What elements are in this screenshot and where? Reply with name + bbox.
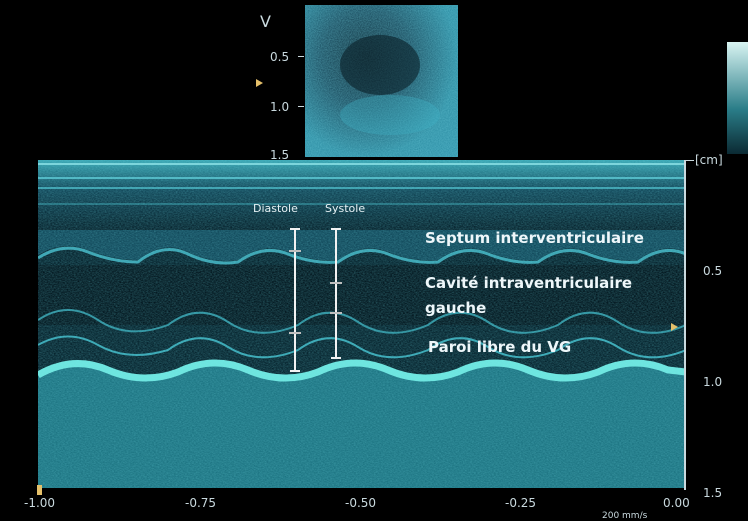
- depth-tick-1-0: 1.0: [703, 375, 723, 389]
- preview-tick-lines: [298, 56, 304, 57]
- systole-cap-bottom: [331, 357, 341, 359]
- diastole-cap-bottom: [290, 370, 300, 372]
- diastole-bracket: [294, 229, 296, 372]
- preview-v-label: V: [260, 12, 271, 31]
- wall-annotation: Paroi libre du VG: [428, 338, 572, 356]
- preview-tick-line-2: [298, 106, 304, 107]
- depth-tick-0-5: 0.5: [703, 264, 723, 278]
- mmode-trace: [38, 160, 686, 488]
- depth-axis-line: [684, 160, 686, 490]
- systole-label: Systole: [325, 202, 366, 215]
- time-tick-0-00: 0.00: [663, 496, 690, 510]
- preview-image: [305, 5, 458, 157]
- depth-unit-tick: [684, 160, 694, 161]
- cavity-annotation-line2: gauche: [425, 299, 487, 317]
- cavity-annotation-line1: Cavité intraventriculaire: [425, 274, 633, 292]
- systole-cap-top: [331, 228, 341, 230]
- preview-depth-1-0: 1.0: [270, 100, 290, 114]
- systole-mark-2: [330, 312, 342, 314]
- time-tick-minus-0-75: -0.75: [185, 496, 217, 510]
- diastole-mark-1: [289, 250, 301, 252]
- preview-depth-1-5: 1.5: [270, 148, 290, 162]
- time-tick-minus-0-25: -0.25: [505, 496, 537, 510]
- preview-depth-0-5: 0.5: [270, 50, 290, 64]
- systole-bracket: [335, 229, 337, 359]
- preview-texture: [305, 5, 458, 157]
- sweep-speed-label: 200 mm/s: [602, 511, 648, 521]
- depth-tick-1-5: 1.5: [703, 486, 723, 500]
- diastole-cap-top: [290, 228, 300, 230]
- time-start-marker-icon: [37, 485, 42, 495]
- septum-annotation: Septum interventriculaire: [425, 229, 644, 247]
- grayscale-bar: [727, 42, 748, 154]
- time-tick-minus-0-50: -0.50: [345, 496, 377, 510]
- diastole-mark-2: [289, 332, 301, 334]
- systole-mark-1: [330, 282, 342, 284]
- diastole-label: Diastole: [253, 202, 298, 215]
- time-tick-minus-1-00: -1.00: [24, 496, 56, 510]
- mmode-panel: [38, 160, 686, 488]
- depth-marker-icon: [671, 323, 678, 331]
- preview-depth-marker-icon: [256, 79, 263, 87]
- depth-unit-label: [cm]: [695, 153, 723, 167]
